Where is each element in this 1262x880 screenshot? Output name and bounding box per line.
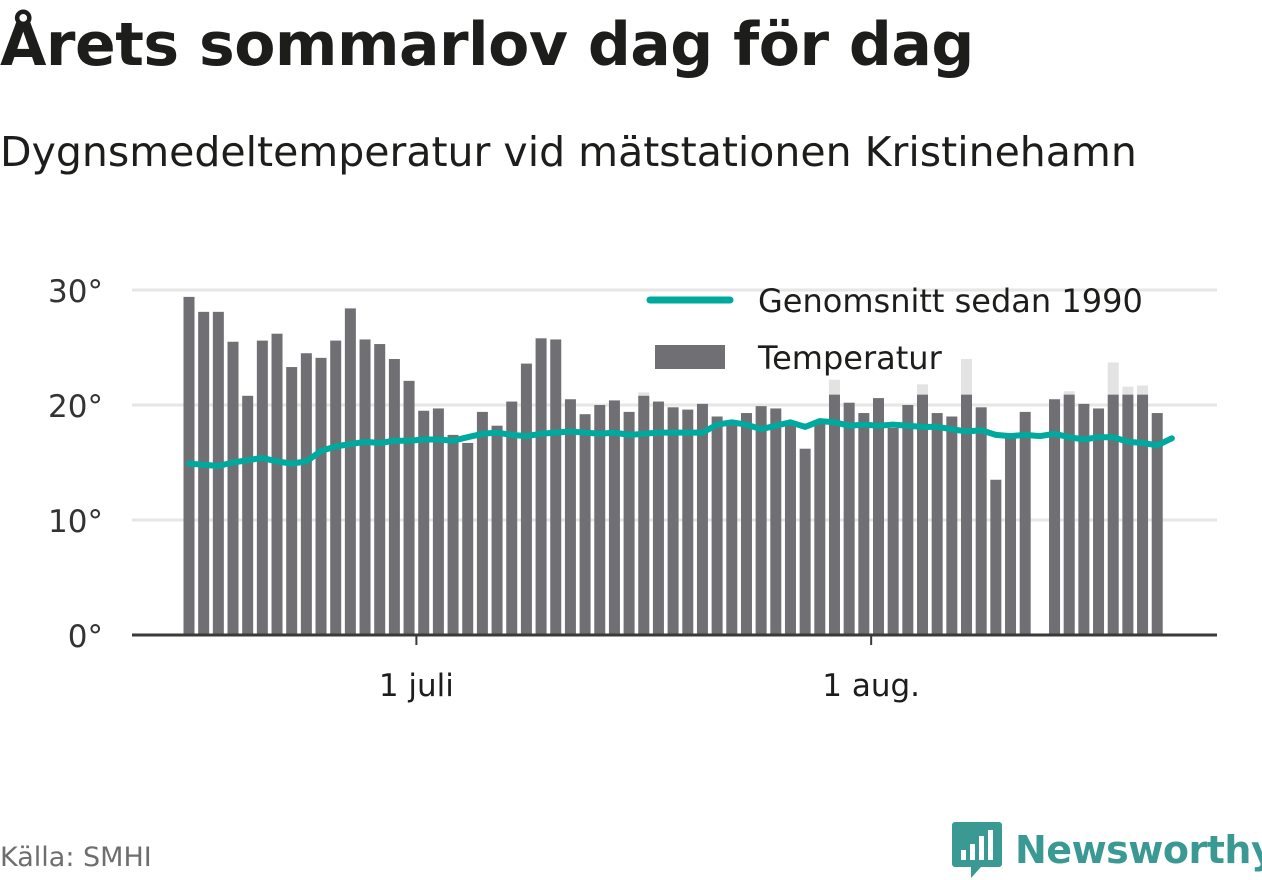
temperature-bar (564, 399, 576, 635)
axes: 0° 10° 20° 30° 1 juli 1 aug. (48, 274, 1217, 704)
temperature-bar (1122, 394, 1134, 635)
temperature-bar (770, 408, 782, 635)
temperature-bar (256, 340, 268, 635)
temperature-bar (520, 363, 532, 635)
temperature-bar (491, 425, 503, 635)
temperature-bar (359, 339, 371, 635)
temperature-bar (975, 407, 987, 635)
temperature-bar (696, 403, 708, 635)
temperature-bar (462, 442, 474, 635)
temperature-bar (902, 405, 914, 635)
temperature-bar (315, 357, 327, 635)
temperature-bar (828, 394, 840, 635)
temperature-bar (506, 401, 518, 635)
temperature-bar (330, 340, 342, 635)
temperature-bar (638, 395, 650, 635)
temperature-bar (667, 407, 679, 635)
temperature-bar (682, 409, 694, 635)
y-tick-label: 10° (48, 504, 103, 540)
temperature-bar (1151, 413, 1163, 635)
temperature-bar (388, 359, 400, 635)
temperature-bar (286, 367, 298, 635)
temperature-bar (711, 416, 723, 635)
legend-label: Genomsnitt sedan 1990 (758, 282, 1143, 320)
temperature-bar (374, 344, 386, 635)
temperature-bar (784, 423, 796, 635)
chart-title: Årets sommarlov dag för dag (0, 10, 974, 80)
temperature-bar (931, 413, 943, 635)
temperature-bar (1078, 403, 1090, 635)
chart-subtitle: Dygnsmedeltemperatur vid mätstationen Kr… (0, 128, 1137, 176)
average-line-layer (186, 418, 1175, 469)
temperature-bar (799, 448, 811, 635)
temperature-bar (242, 395, 254, 635)
temperature-bar (623, 411, 635, 635)
temperature-bar (872, 398, 884, 635)
temperature-bar (990, 479, 1002, 635)
x-tick-label: 1 aug. (822, 668, 920, 704)
brand-logo: Newsworthy (951, 820, 1262, 880)
temperature-bar (271, 333, 283, 635)
temperature-bar (917, 394, 928, 635)
source-note: Källa: SMHI (0, 842, 152, 873)
temperature-bar (476, 411, 488, 635)
temperature-bar (300, 353, 312, 635)
legend: Genomsnitt sedan 1990 Temperatur (646, 282, 1143, 377)
x-tick-label: 1 juli (379, 668, 454, 704)
temperature-bar (1093, 408, 1105, 635)
temperature-bar (814, 422, 826, 635)
y-tick-label: 20° (48, 389, 103, 425)
temperature-bar (594, 405, 606, 635)
temperature-bar (740, 413, 752, 635)
temperature-bar (961, 394, 973, 635)
temperature-bar (1063, 394, 1075, 635)
temperature-bar (227, 341, 239, 635)
temperature-bar (858, 413, 870, 635)
temperature-bar (432, 408, 444, 635)
temperature-bar (608, 400, 620, 635)
temperature-bar (726, 424, 738, 635)
temperature-bar (550, 339, 562, 635)
temperature-bar (843, 402, 855, 635)
temperature-bar (1019, 411, 1031, 635)
temperature-bar (887, 428, 899, 635)
temperature-bar (535, 338, 547, 635)
temperature-bar (755, 406, 767, 635)
newsworthy-logo-icon (952, 822, 1002, 878)
average-line (186, 418, 1175, 469)
temperature-bar (1137, 394, 1149, 635)
temperature-bar (418, 410, 430, 635)
temperature-bars (183, 296, 1163, 635)
y-tick-label: 30° (48, 274, 103, 310)
temperature-bar (447, 434, 459, 635)
legend-bar-swatch (655, 345, 725, 369)
legend-label: Temperatur (757, 339, 943, 377)
temperature-bar (344, 308, 356, 635)
temperature-bar (1107, 394, 1119, 635)
temperature-bar (946, 416, 958, 635)
temperature-bar (212, 311, 224, 635)
y-tick-label: 0° (68, 619, 103, 655)
temperature-bar (1005, 434, 1017, 635)
temperature-bar (1049, 399, 1061, 635)
temperature-bar (403, 380, 415, 635)
temperature-bar (652, 401, 664, 635)
temperature-bar (579, 414, 591, 635)
brand-name: Newsworthy (1015, 828, 1262, 872)
temperature-bar (198, 311, 210, 635)
